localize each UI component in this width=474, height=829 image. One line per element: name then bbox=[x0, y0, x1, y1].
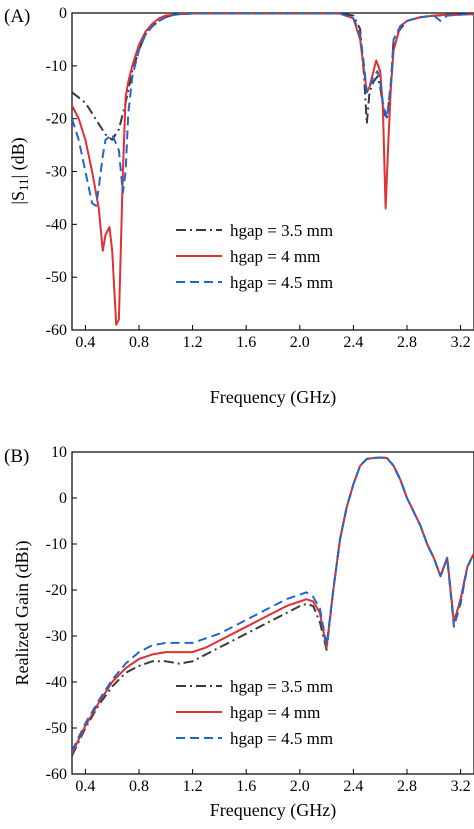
a-series-line-2 bbox=[72, 13, 474, 207]
panel-a-ticks: 0.4 0.8 1.2 1.6 2.0 2.4 2.8 3.2 0 -10 -20 -30 -40 -50… bbox=[46, 5, 471, 351]
legend-a-label-4: hgap = 4 mm bbox=[230, 247, 320, 266]
b-series-line-2 bbox=[72, 456, 474, 752]
panel-b-legend: hgap = 3.5 mm hgap = 4 mm hgap = 4.5 mm bbox=[176, 677, 333, 748]
panel-a-y-axis-title: |S11| (dB) bbox=[8, 137, 31, 204]
panel-a-y-title-suffix: | (dB) bbox=[8, 137, 29, 178]
b-series-line-0 bbox=[72, 456, 474, 757]
b-y-tick-label: -50 bbox=[46, 720, 67, 737]
b-y-tick-label: -40 bbox=[46, 674, 67, 691]
panel-a-y-title-subscript: 11 bbox=[16, 178, 31, 191]
panel-b: 0.4 0.8 1.2 1.6 2.0 2.4 2.8 3.2 10 0 -10 -20 -30 -40 -… bbox=[4, 444, 474, 821]
b-x-tick-label: 1.2 bbox=[183, 778, 203, 795]
b-y-tick-label: -10 bbox=[46, 536, 67, 553]
a-x-tick-label: 3.2 bbox=[451, 334, 471, 351]
b-x-tick-label: 2.8 bbox=[397, 778, 417, 795]
b-x-tick-label: 2.4 bbox=[343, 778, 363, 795]
panel-b-x-axis-title: Frequency (GHz) bbox=[210, 800, 336, 821]
a-y-tick-label: -10 bbox=[46, 58, 67, 75]
panel-a-legend: hgap = 3.5 mm hgap = 4 mm hgap = 4.5 mm bbox=[176, 221, 333, 292]
a-x-tick-label: 0.4 bbox=[75, 334, 95, 351]
b-y-tick-label: 0 bbox=[59, 490, 67, 507]
a-y-tick-label: 0 bbox=[59, 5, 67, 22]
b-x-tick-label: 2.0 bbox=[290, 778, 310, 795]
a-x-tick-label: 2.4 bbox=[343, 334, 363, 351]
b-y-tick-label: -30 bbox=[46, 628, 67, 645]
panel-b-y-axis-title: Realized Gain (dBi) bbox=[12, 541, 33, 686]
a-x-tick-label: 0.8 bbox=[129, 334, 149, 351]
b-y-tick-label: -60 bbox=[46, 766, 67, 783]
panel-a: 0.4 0.8 1.2 1.6 2.0 2.4 2.8 3.2 0 -10 -20 -30 -40 -50… bbox=[4, 5, 474, 408]
a-y-tick-label: -30 bbox=[46, 164, 67, 181]
panel-a-label: (A) bbox=[4, 6, 30, 27]
a-y-tick-label: -60 bbox=[46, 322, 67, 339]
legend-a-label-35: hgap = 3.5 mm bbox=[230, 221, 333, 240]
a-x-tick-label: 2.0 bbox=[290, 334, 310, 351]
panel-a-y-title-prefix: |S bbox=[8, 191, 28, 205]
b-x-tick-label: 3.2 bbox=[451, 778, 471, 795]
legend-b-label-45: hgap = 4.5 mm bbox=[230, 729, 333, 748]
legend-b-label-4: hgap = 4 mm bbox=[230, 703, 320, 722]
legend-a-label-45: hgap = 4.5 mm bbox=[230, 273, 333, 292]
panel-a-x-axis-title: Frequency (GHz) bbox=[210, 387, 336, 408]
panel-b-label: (B) bbox=[4, 446, 29, 467]
b-x-tick-label: 1.6 bbox=[236, 778, 256, 795]
panel-a-plot-frame bbox=[71, 12, 474, 331]
b-y-tick-label: 10 bbox=[51, 444, 67, 461]
a-y-tick-label: -20 bbox=[46, 111, 67, 128]
panel-a-series bbox=[72, 13, 474, 326]
a-x-tick-label: 1.2 bbox=[183, 334, 203, 351]
a-x-tick-label: 2.8 bbox=[397, 334, 417, 351]
b-x-tick-label: 0.8 bbox=[129, 778, 149, 795]
panel-b-ticks: 0.4 0.8 1.2 1.6 2.0 2.4 2.8 3.2 10 0 -10 -20 -30 -40 -… bbox=[46, 444, 471, 795]
a-y-tick-label: -40 bbox=[46, 216, 67, 233]
a-x-tick-label: 1.6 bbox=[236, 334, 256, 351]
panel-b-series bbox=[72, 456, 474, 757]
b-x-tick-label: 0.4 bbox=[75, 778, 95, 795]
a-y-tick-label: -50 bbox=[46, 269, 67, 286]
b-y-tick-label: -20 bbox=[46, 582, 67, 599]
legend-b-label-35: hgap = 3.5 mm bbox=[230, 677, 333, 696]
